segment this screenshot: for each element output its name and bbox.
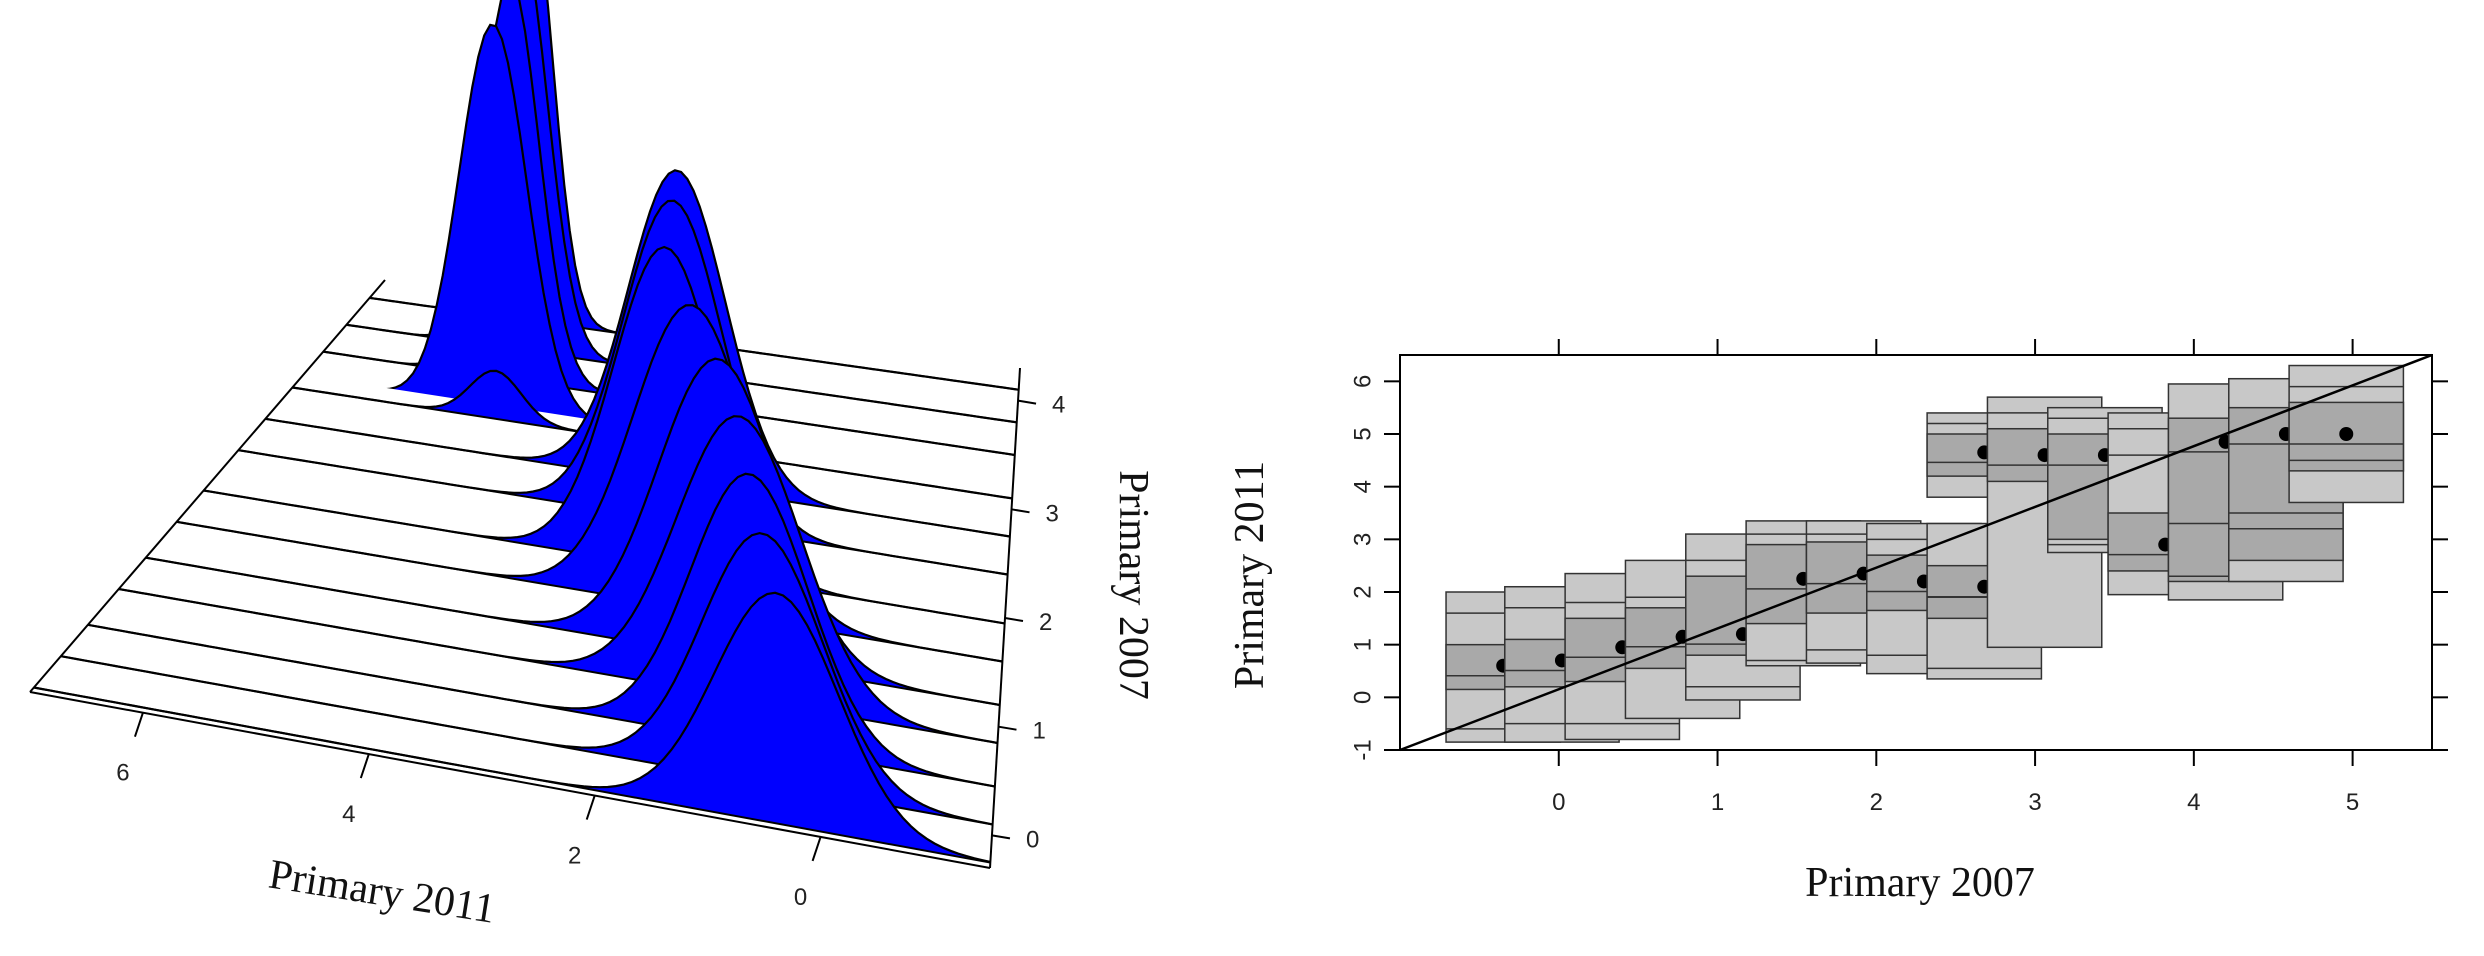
left-y-tick-label-0: 0 bbox=[1026, 826, 1039, 853]
left-x-tick-1 bbox=[359, 753, 370, 779]
right-x-tick-label-3: 3 bbox=[2028, 789, 2041, 816]
left-x-tick-label-3: 0 bbox=[794, 884, 807, 911]
left-x-tick-label-1: 4 bbox=[342, 801, 355, 828]
right-x-tick-label-5: 5 bbox=[2346, 789, 2359, 816]
left-y-axis-title: Primary 2007 bbox=[1110, 470, 1156, 700]
right-x-tick-label-1: 1 bbox=[1711, 789, 1724, 816]
left-y-tick-label-1: 1 bbox=[1032, 718, 1045, 745]
density-ridge-chart: 6 4 2 0 0 1 2 3 4 bbox=[29, 0, 1065, 911]
right-x-tick-label-0: 0 bbox=[1552, 789, 1565, 816]
left-y-tick-1 bbox=[998, 725, 1017, 731]
right-reference-line bbox=[1399, 353, 2433, 752]
ridge-fill-6 bbox=[203, 247, 1005, 624]
ridge-fill-9 bbox=[292, 370, 1013, 499]
right-y-tick-label-1: 0 bbox=[1349, 691, 1376, 704]
right-plot-frame bbox=[1399, 354, 2433, 751]
left-y-tick-4 bbox=[1017, 399, 1037, 405]
left-y-tick-label-4: 4 bbox=[1052, 392, 1065, 419]
right-y-tick-label-6: 5 bbox=[1349, 427, 1376, 440]
right-y-tick-label-4: 3 bbox=[1349, 533, 1376, 546]
left-x-tick-0 bbox=[133, 712, 144, 738]
left-y-tick-label-2: 2 bbox=[1039, 609, 1052, 636]
left-y-tick-2 bbox=[1004, 617, 1024, 622]
ridge-fill-0 bbox=[33, 592, 991, 863]
right-x-tick-label-4: 4 bbox=[2187, 789, 2200, 816]
ridge-baseline-5 bbox=[176, 520, 1003, 663]
box-mean-point-15 bbox=[2339, 427, 2354, 441]
right-y-tick-label-5: 4 bbox=[1349, 480, 1376, 493]
right-x-tick-label-2: 2 bbox=[1870, 789, 1883, 816]
ridge-baseline-0 bbox=[33, 686, 991, 864]
left-x-axis-title: Primary 2011 bbox=[266, 852, 499, 933]
left-front-edge bbox=[29, 691, 991, 869]
left-left-edge bbox=[29, 279, 386, 693]
ridge-fill-10 bbox=[300, 24, 1013, 488]
right-y-axis-title: Primary 2011 bbox=[1227, 461, 1273, 689]
right-y-tick-label-2: 1 bbox=[1349, 638, 1376, 651]
right-y-tick-label-3: 2 bbox=[1349, 585, 1376, 598]
right-x-axis-title: Primary 2007 bbox=[1805, 860, 2035, 906]
left-x-tick-2 bbox=[585, 795, 596, 820]
right-y-tick-label-0: -1 bbox=[1349, 739, 1376, 760]
left-x-tick-3 bbox=[811, 836, 822, 862]
left-x-tick-label-0: 6 bbox=[116, 760, 129, 787]
right-y-tick-label-7: 6 bbox=[1349, 375, 1376, 388]
left-y-tick-3 bbox=[1011, 508, 1030, 514]
box-band-chart: 0 1 2 3 4 5 -1 0 1 2 3 4 5 6 bbox=[1349, 339, 2448, 816]
left-x-tick-label-2: 2 bbox=[568, 843, 581, 870]
left-y-tick-0 bbox=[991, 834, 1011, 840]
left-y-tick-label-3: 3 bbox=[1046, 500, 1059, 527]
